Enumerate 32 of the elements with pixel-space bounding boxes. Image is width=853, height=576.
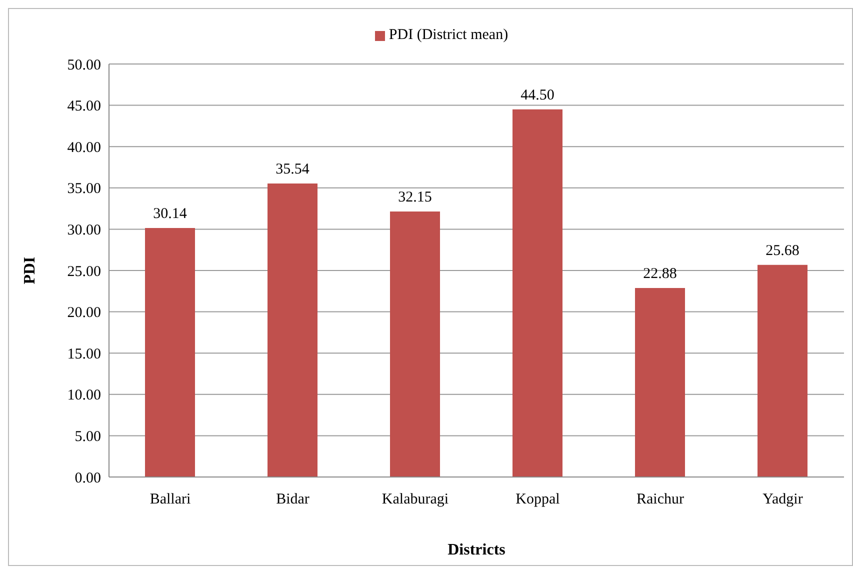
y-tick-label: 50.00 [67,57,101,74]
y-tick-label: 25.00 [67,264,101,280]
data-label: 32.15 [398,189,432,206]
data-label: 22.88 [643,266,677,282]
data-label: 35.54 [276,161,310,178]
x-tick-label: Kalaburagi [382,492,449,508]
x-axis-title: Districts [448,541,506,558]
x-tick-label: Raichur [636,492,684,508]
legend-label: PDI (District mean) [388,27,508,43]
y-tick-label: 35.00 [67,181,101,198]
x-tick-label: Bidar [276,492,310,508]
data-label: 25.68 [766,242,800,259]
bar [758,264,808,477]
x-tick-label: Yadgir [762,492,803,508]
y-tick-label: 10.00 [67,388,101,404]
x-tick-label: Ballari [150,492,191,508]
x-tick-label: Koppal [516,492,560,508]
bar [268,183,318,477]
y-tick-label: 5.00 [74,429,101,446]
y-tick-label: 15.00 [67,346,101,362]
y-axis-title: PDI [22,256,39,284]
y-tick-label: 20.00 [67,305,101,322]
y-tick-label: 0.00 [74,470,101,486]
bar [635,288,685,477]
bar [145,228,195,477]
bar [390,211,440,477]
bar [512,109,562,477]
y-tick-label: 30.00 [67,222,101,239]
data-label: 44.50 [520,87,554,104]
y-tick-label: 45.00 [67,98,101,115]
data-label: 30.14 [153,206,188,222]
y-tick-label: 40.00 [67,140,101,156]
